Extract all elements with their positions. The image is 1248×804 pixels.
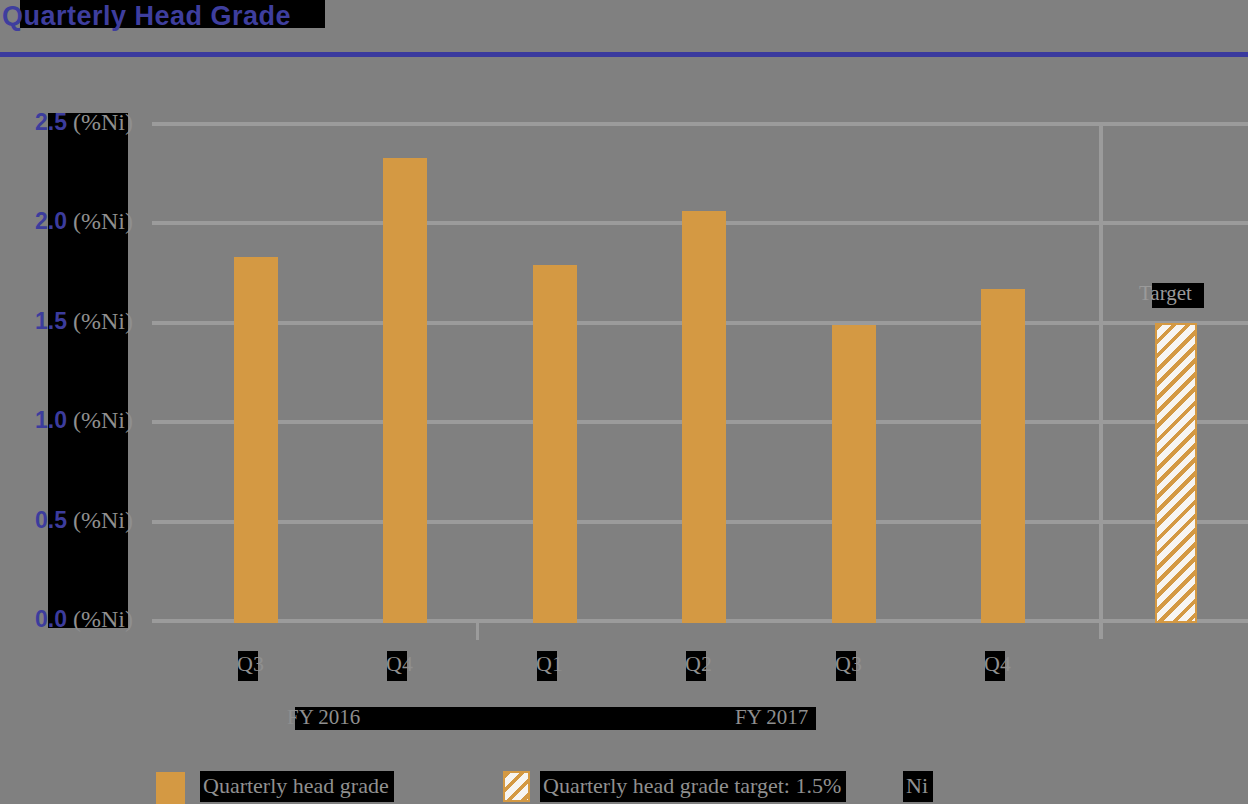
y-tick-unit: (%Ni) [73, 208, 133, 235]
quarter-label-2: Q1 [536, 651, 563, 677]
legend-label-head-grade[interactable]: Quarterly head grade [200, 771, 394, 802]
target-bar[interactable] [1155, 323, 1197, 623]
target-label: Target [1139, 281, 1192, 306]
fiscal-year-2017-label: FY 2017 [735, 705, 808, 730]
page-title: Quarterly Head Grade [2, 0, 291, 34]
fiscal-year-tick [476, 623, 479, 640]
bar-q3-4[interactable] [832, 325, 876, 623]
y-tick-value: 2.0 [33, 208, 67, 235]
legend-swatch-head-grade[interactable] [156, 772, 185, 804]
quarter-label-4: Q3 [835, 651, 862, 677]
bar-q3-0[interactable] [234, 257, 278, 623]
quarter-label-3: Q2 [685, 651, 712, 677]
bar-q4-5[interactable] [981, 289, 1025, 623]
gridline-y-2.5 [152, 122, 1248, 126]
y-axis-highlight-box [48, 113, 128, 628]
y-tick-unit: (%Ni) [73, 407, 133, 434]
y-tick-value: 2.5 [33, 109, 67, 136]
y-tick-unit: (%Ni) [73, 109, 133, 136]
y-tick-value: 1.5 [33, 308, 67, 335]
fiscal-year-2016-label: FY 2016 [287, 705, 360, 730]
legend-swatch-target[interactable] [503, 771, 530, 802]
y-tick-value: 0.0 [33, 606, 67, 633]
y-tick-unit: (%Ni) [73, 308, 133, 335]
chart-page: Quarterly Head Grade Target FY 2016 FY 2… [0, 0, 1248, 804]
legend-label-target-unit[interactable]: Ni [903, 771, 933, 802]
quarter-label-5: Q4 [984, 651, 1011, 677]
y-tick-value: 0.5 [33, 507, 67, 534]
y-tick-value: 1.0 [33, 407, 67, 434]
legend-label-target[interactable]: Quarterly head grade target: 1.5% [540, 771, 846, 802]
quarter-label-1: Q4 [386, 651, 413, 677]
bar-q4-1[interactable] [383, 158, 427, 623]
y-tick-unit: (%Ni) [73, 606, 133, 633]
y-tick-unit: (%Ni) [73, 507, 133, 534]
gridline-target-separator [1099, 124, 1103, 639]
bar-q1-2[interactable] [533, 265, 577, 623]
quarter-label-0: Q3 [237, 651, 264, 677]
title-divider [0, 52, 1248, 57]
bar-q2-3[interactable] [682, 211, 726, 623]
